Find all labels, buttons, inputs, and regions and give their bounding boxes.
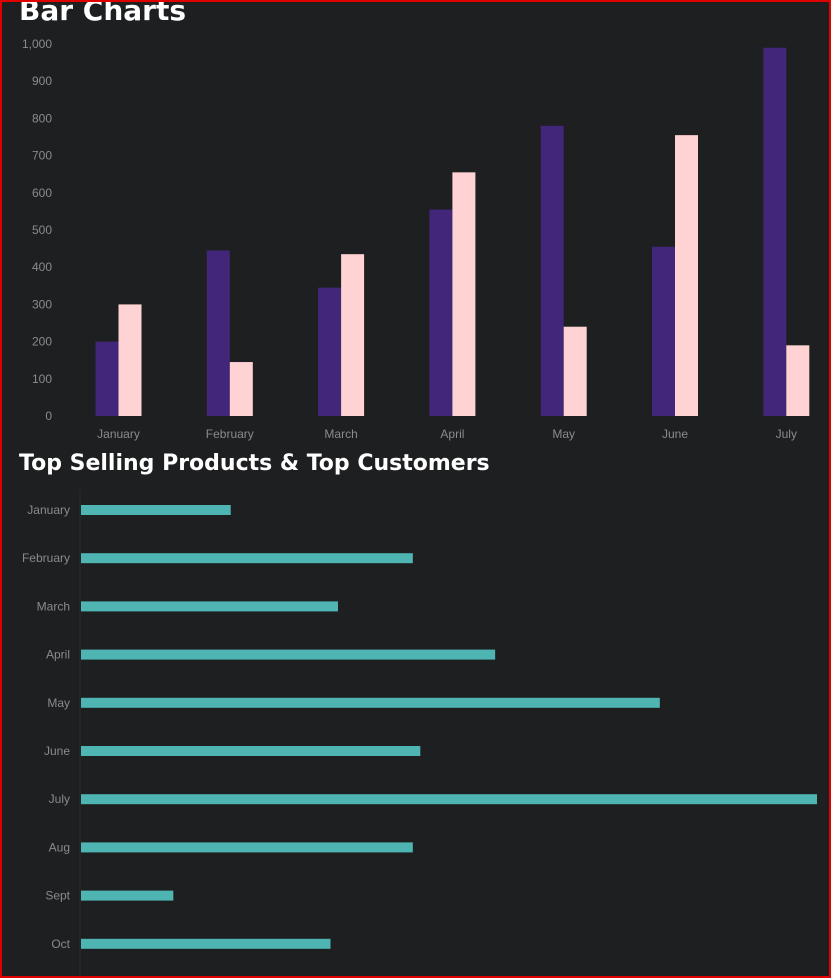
hbar-april	[81, 649, 496, 660]
hbar-sept	[81, 890, 174, 901]
hbar-aug	[81, 842, 413, 853]
x-tick-label: March	[324, 427, 357, 441]
hbar-february	[81, 553, 413, 564]
y-tick-label: 0	[45, 409, 52, 423]
x-axis-ticks: January February March April May June July	[97, 427, 797, 441]
bar-march-series-1	[318, 287, 342, 416]
bar-june-series-1	[652, 246, 675, 416]
x-tick-label: May	[552, 427, 575, 441]
x-tick-label: February	[206, 427, 254, 441]
y-tick-label: 500	[32, 223, 52, 237]
bar-january-series-1	[95, 341, 119, 416]
bar-charts-title: Bar Charts	[19, 0, 187, 27]
y-tick-label: 200	[32, 335, 52, 349]
horizontal-bar-chart: January February March April May June July Aug S…	[22, 490, 817, 976]
category-label: July	[49, 792, 70, 806]
x-tick-label: July	[776, 427, 797, 441]
vertical-bar-chart: 0 100 200 300 400 500 600 700 800 900 1,000 Januar…	[22, 37, 810, 441]
bar-february-series-1	[206, 250, 230, 416]
y-tick-label: 900	[32, 74, 52, 88]
y-tick-label: 300	[32, 297, 52, 311]
category-label: January	[27, 503, 70, 517]
bar-february-series-2	[229, 362, 253, 416]
bar-july-series-2	[786, 345, 810, 416]
category-label: March	[37, 599, 70, 613]
bar-january-series-2	[118, 304, 142, 416]
category-labels: January February March April May June July Aug S…	[22, 503, 71, 951]
hbar-oct	[81, 938, 331, 949]
bar-april-series-1	[429, 209, 453, 416]
category-label: June	[44, 744, 70, 758]
hbar-january	[81, 505, 231, 515]
hbar-july	[81, 794, 817, 805]
hbar-june	[81, 746, 421, 756]
category-label: February	[22, 551, 70, 565]
category-label: May	[47, 696, 70, 710]
bar-march-series-2	[341, 254, 365, 416]
category-label: Sept	[45, 889, 70, 903]
y-tick-label: 100	[32, 372, 52, 386]
y-tick-label: 800	[32, 111, 52, 125]
hbar-series	[79, 490, 817, 976]
y-axis-ticks: 0 100 200 300 400 500 600 700 800 900 1,000	[22, 37, 52, 423]
bar-series	[95, 47, 810, 416]
category-label: Oct	[51, 937, 70, 951]
hbar-may	[81, 697, 660, 708]
bar-june-series-2	[675, 135, 698, 416]
x-tick-label: January	[97, 427, 140, 441]
bar-april-series-2	[452, 172, 476, 416]
bar-july-series-1	[763, 47, 787, 416]
category-label: April	[46, 648, 70, 662]
bar-may-series-2	[563, 326, 587, 416]
y-tick-label: 700	[32, 149, 52, 163]
hbar-march	[81, 601, 338, 612]
bar-may-series-1	[540, 125, 564, 416]
y-tick-label: 1,000	[22, 37, 52, 51]
y-tick-label: 400	[32, 260, 52, 274]
top-selling-title: Top Selling Products & Top Customers	[19, 451, 490, 476]
category-label: Aug	[49, 840, 70, 854]
x-tick-label: April	[440, 427, 464, 441]
y-tick-label: 600	[32, 186, 52, 200]
x-tick-label: June	[662, 427, 688, 441]
